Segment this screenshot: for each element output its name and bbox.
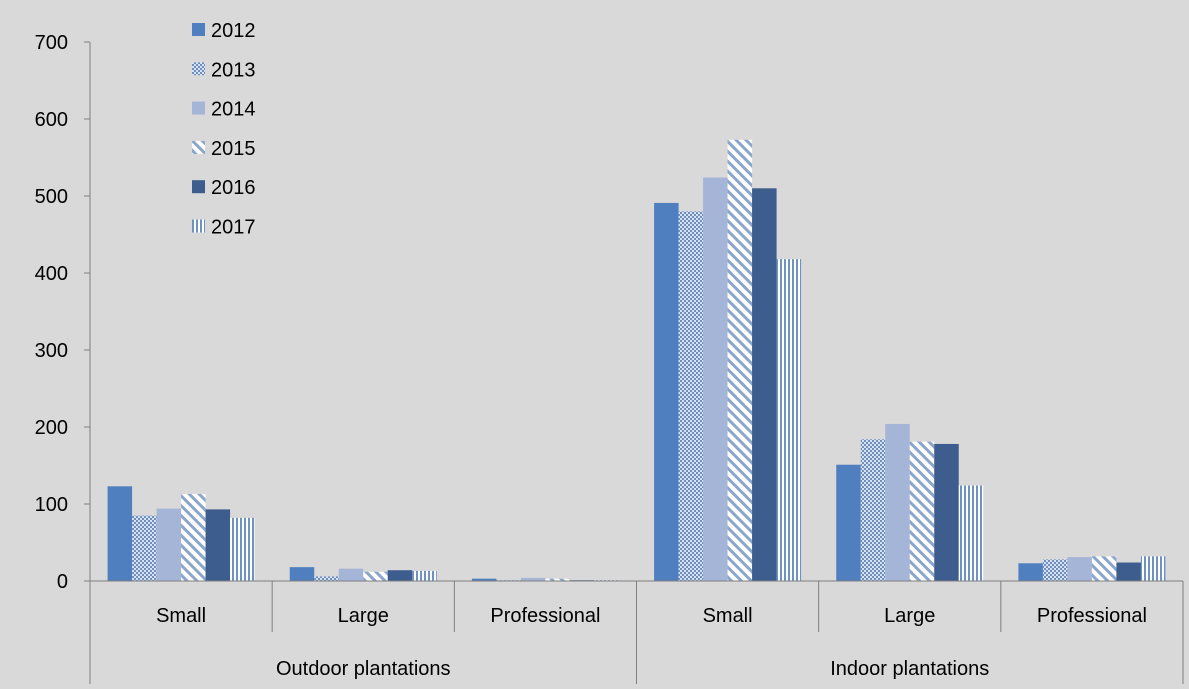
legend-swatch-2013: [192, 62, 205, 76]
bar-2017-0: [230, 517, 255, 581]
bar-2017-1: [412, 570, 437, 581]
bar-2016-3: [752, 188, 777, 582]
legend-swatch-2016: [192, 180, 205, 194]
legend-swatch-2017: [192, 219, 205, 233]
x-tick-label: Small: [703, 605, 753, 627]
y-tick-label: 500: [35, 186, 68, 208]
legend-label: 2015: [211, 138, 256, 160]
bar-2014-5: [1067, 557, 1092, 581]
bar-2017-5: [1140, 556, 1166, 581]
bar-2013-1: [314, 576, 339, 581]
legend-label: 2017: [211, 217, 256, 239]
bar-2015-0: [181, 493, 206, 581]
x-tick-label: Professional: [1037, 605, 1147, 627]
y-tick-label: 600: [35, 109, 68, 131]
group-label: Indoor plantations: [830, 658, 989, 680]
bar-2016-1: [387, 570, 413, 581]
bar-2015-1: [363, 571, 388, 581]
bar-2012-4: [836, 464, 861, 581]
bar-2012-0: [107, 486, 133, 581]
bar-2012-3: [654, 202, 679, 581]
y-tick-label: 0: [57, 571, 68, 593]
x-axis: Small Large Professional Outdoor plantation…: [89, 580, 1184, 684]
legend-label: 2014: [211, 99, 256, 121]
bar-2015-2: [545, 578, 570, 581]
bar-2014-0: [156, 508, 182, 581]
legend-label: 2012: [211, 20, 256, 42]
legend-label: 2013: [211, 59, 256, 81]
bars-layer: [107, 139, 1166, 582]
x-tick-label: Small: [156, 605, 206, 627]
y-tick-label: 400: [35, 263, 68, 285]
x-tick-label: Large: [338, 605, 389, 627]
bar-2015-4: [909, 441, 935, 581]
bar-2017-4: [958, 485, 984, 581]
bar-2015-5: [1091, 556, 1117, 581]
bar-2015-3: [727, 139, 753, 582]
bar-2012-1: [289, 567, 315, 581]
y-tick-label: 700: [35, 32, 68, 54]
legend-swatch-2015: [192, 140, 205, 154]
legend: 2012 2013 2014 2015 2016 2017: [192, 20, 256, 239]
legend-swatch-2014: [192, 101, 205, 115]
x-tick-label: Large: [884, 605, 935, 627]
legend-swatch-2012: [192, 23, 205, 36]
y-axis: 0 100 200 300 400 500 600 700: [35, 32, 91, 593]
y-tick-label: 300: [35, 340, 68, 362]
bar-2012-5: [1018, 563, 1043, 581]
bar-2017-3: [776, 259, 802, 581]
group-label: Outdoor plantations: [276, 658, 451, 680]
bar-2013-4: [860, 439, 886, 581]
bar-2016-0: [205, 509, 231, 581]
bar-2013-3: [678, 211, 704, 581]
bar-2013-0: [132, 515, 157, 581]
x-tick-label: Professional: [490, 605, 600, 627]
bar-2014-4: [885, 423, 910, 581]
legend-label: 2016: [211, 177, 256, 199]
bar-2016-5: [1116, 562, 1141, 581]
y-tick-label: 100: [35, 494, 68, 516]
bar-2012-2: [471, 578, 497, 581]
y-tick-label: 200: [35, 417, 68, 439]
bar-2014-1: [338, 568, 364, 581]
bar-2014-2: [520, 577, 546, 581]
bar-2014-3: [703, 177, 728, 581]
bar-2013-5: [1042, 559, 1068, 581]
bar-2016-4: [934, 443, 959, 581]
